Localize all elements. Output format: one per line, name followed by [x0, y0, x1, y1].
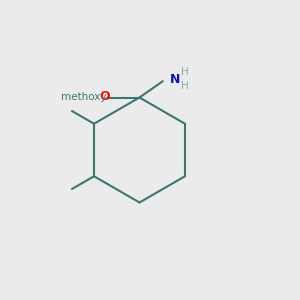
Text: N: N	[170, 73, 181, 86]
Text: methoxy: methoxy	[61, 92, 107, 102]
Text: O: O	[100, 90, 110, 103]
Text: H: H	[182, 67, 189, 77]
Text: H: H	[182, 81, 189, 91]
